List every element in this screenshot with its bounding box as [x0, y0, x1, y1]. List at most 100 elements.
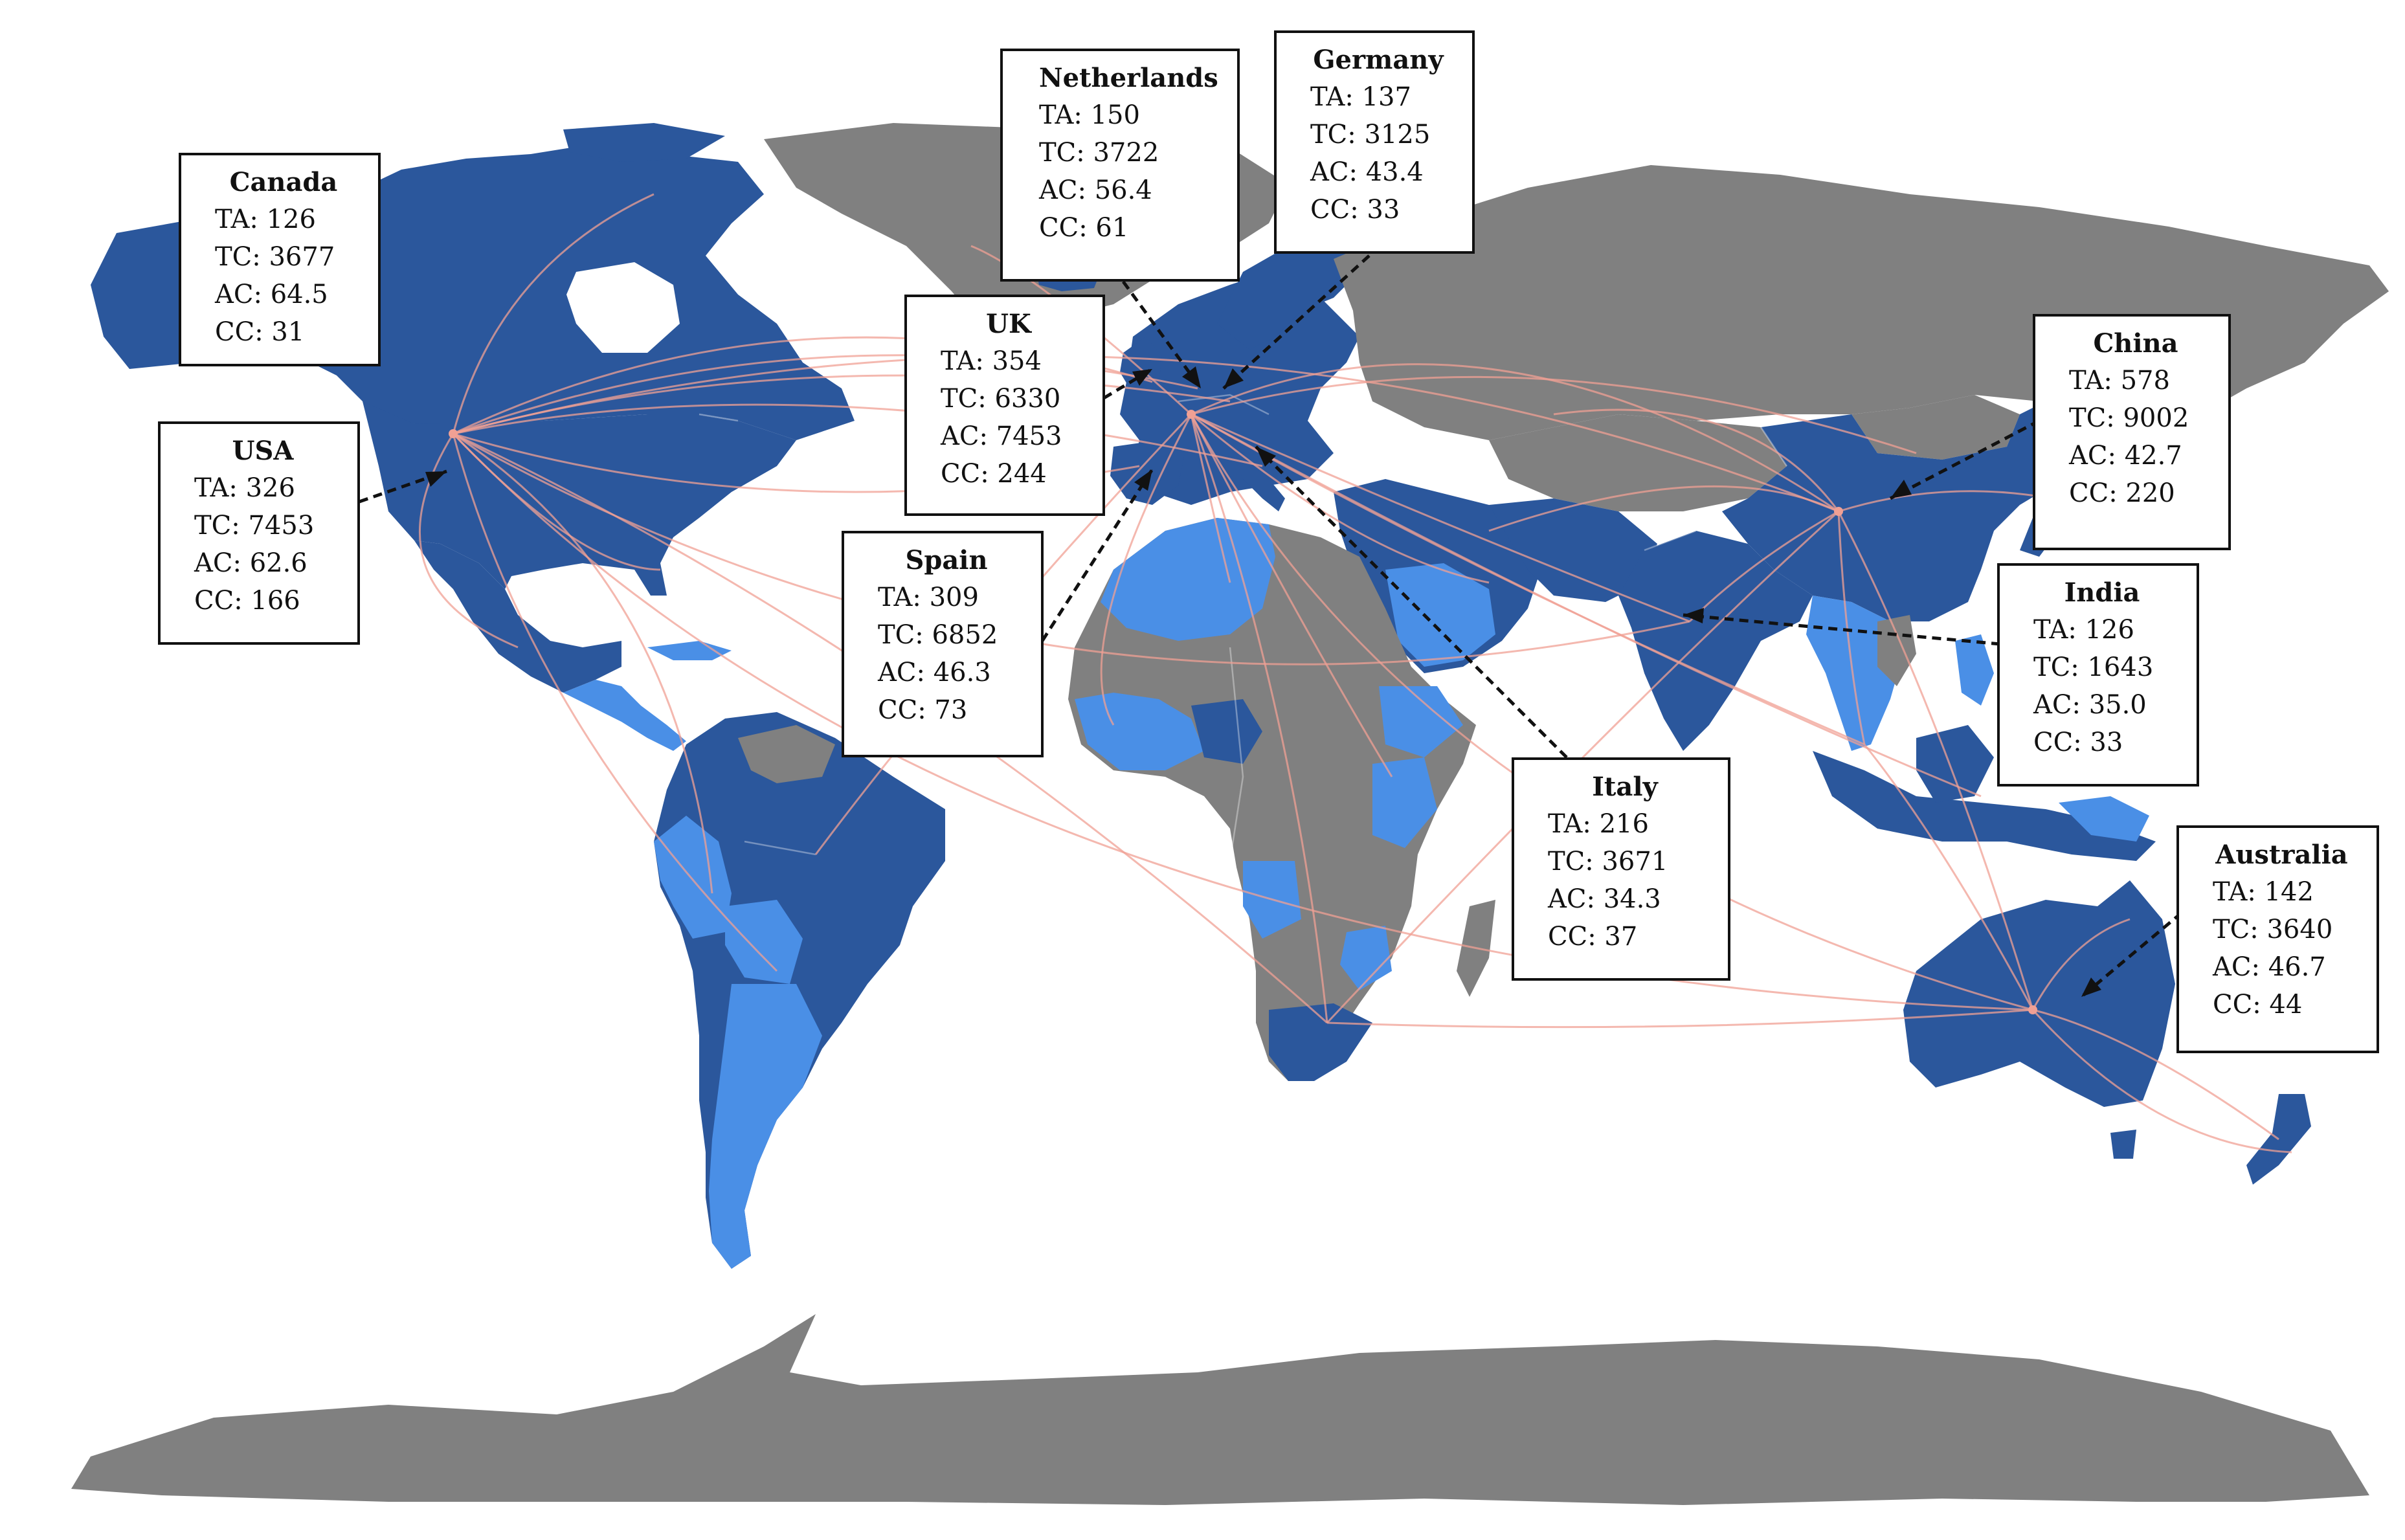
callout-spain: Spain TA: 309 TC: 6852 AC: 46.3 CC: 73	[842, 531, 1044, 757]
stat-tc: TC: 3722	[1039, 138, 1159, 168]
arrowhead-spain	[1134, 469, 1152, 491]
callout-spain-title: Spain	[905, 545, 988, 575]
pointer-spain	[1040, 468, 1154, 642]
region-antarctica	[71, 1314, 2369, 1505]
stat-ac: AC: 35.0	[2033, 690, 2147, 720]
region-borneo	[1916, 725, 1994, 803]
arrowhead-china	[1890, 480, 1912, 498]
stat-ac: AC: 43.4	[1310, 157, 1424, 187]
region-tasmania	[2110, 1130, 2136, 1159]
region-vietnam	[1877, 615, 1916, 686]
stat-cc: CC: 33	[2033, 728, 2123, 757]
region-tanzania	[1340, 926, 1392, 990]
pointer-netherlands	[1121, 280, 1203, 390]
collaboration-hubs	[449, 410, 2037, 1014]
stat-ta: TA: 137	[1310, 82, 1411, 112]
region-caribbean	[647, 641, 732, 660]
callout-usa: USA TA: 326 TC: 7453 AC: 62.6 CC: 166	[158, 421, 360, 645]
callout-usa-title: USA	[232, 436, 294, 466]
stat-ac: AC: 46.3	[878, 658, 991, 687]
stat-ta: TA: 142	[2213, 877, 2314, 907]
collaboration-links	[418, 193, 2292, 1154]
pointer-india	[1683, 613, 2001, 646]
hub-usa	[449, 429, 458, 438]
stat-cc: CC: 44	[2213, 990, 2303, 1020]
hub-europe	[1187, 410, 1196, 419]
stat-cc: CC: 61	[1039, 213, 1129, 243]
stat-tc: TC: 1643	[2033, 653, 2154, 682]
stat-ac: AC: 46.7	[2213, 952, 2326, 982]
stat-tc: TC: 3640	[2213, 915, 2333, 944]
country-borders	[699, 394, 1788, 862]
region-china	[1722, 395, 2110, 621]
stat-ta: TA: 150	[1039, 100, 1140, 130]
stat-ta: TA: 326	[194, 473, 295, 503]
stat-ac: AC: 34.3	[1548, 884, 1661, 914]
callout-italy-title: Italy	[1592, 772, 1658, 802]
pointer-china	[1889, 419, 2041, 500]
arrowhead-uk	[1132, 369, 1152, 386]
callout-canada-title: Canada	[229, 167, 338, 197]
stat-cc: CC: 73	[878, 695, 968, 725]
callout-germany-title: Germany	[1313, 45, 1444, 75]
region-new-guinea	[2059, 796, 2149, 842]
stat-tc: TC: 6330	[941, 384, 1061, 414]
callout-australia-title: Australia	[2215, 840, 2348, 870]
stat-tc: TC: 6852	[878, 620, 998, 650]
stat-ta: TA: 126	[2033, 615, 2134, 645]
region-nigeria	[1191, 699, 1262, 764]
stat-tc: TC: 3125	[1310, 120, 1431, 150]
region-guyanas	[738, 725, 835, 783]
stat-ta: TA: 354	[941, 346, 1042, 376]
region-australia	[1903, 880, 2175, 1107]
stat-cc: CC: 33	[1310, 195, 1400, 225]
stat-ac: AC: 62.6	[194, 548, 308, 578]
region-philippines	[1955, 634, 1994, 706]
region-argentina	[709, 984, 822, 1269]
stat-tc: TC: 9002	[2069, 403, 2189, 433]
callout-china-title: China	[2093, 328, 2178, 359]
region-indonesia	[1813, 751, 2156, 861]
callout-canada: Canada TA: 126 TC: 3677 AC: 64.5 CC: 31	[179, 153, 381, 366]
callout-australia: Australia TA: 142 TC: 3640 AC: 46.7 CC: …	[2176, 825, 2379, 1053]
region-ethiopia	[1379, 686, 1463, 757]
callout-pointers	[359, 254, 2183, 998]
pointer-germany	[1222, 254, 1370, 390]
region-east-africa	[1372, 757, 1437, 848]
region-europe	[1120, 272, 1359, 505]
callout-netherlands: Netherlands TA: 150 TC: 3722 AC: 56.4 CC…	[1000, 49, 1240, 282]
landmasses	[71, 123, 2389, 1505]
stat-ac: AC: 7453	[941, 421, 1062, 451]
callout-uk: UK TA: 354 TC: 6330 AC: 7453 CC: 244	[904, 295, 1105, 516]
callout-india-title: India	[2064, 577, 2140, 608]
stat-tc: TC: 7453	[194, 511, 315, 541]
region-peru	[654, 816, 732, 939]
stat-ac: AC: 56.4	[1039, 175, 1152, 205]
stat-ta: TA: 126	[215, 205, 316, 234]
stat-ta: TA: 216	[1548, 809, 1649, 839]
region-mongolia	[1851, 395, 2020, 460]
stat-ac: AC: 42.7	[2069, 441, 2182, 471]
stat-ac: AC: 64.5	[215, 280, 328, 309]
stat-cc: CC: 220	[2069, 478, 2175, 508]
hub-australia	[2028, 1005, 2037, 1014]
hub-china	[1834, 507, 1843, 516]
hudson-bay	[566, 262, 680, 353]
arrowhead-india	[1683, 608, 1704, 623]
region-iberia	[1110, 440, 1185, 505]
region-iran	[1489, 498, 1657, 602]
region-scandinavia	[1217, 246, 1359, 350]
callout-netherlands-title: Netherlands	[1039, 63, 1218, 93]
stat-tc: TC: 3677	[215, 242, 335, 272]
pointer-australia	[2080, 911, 2183, 998]
stat-tc: TC: 3671	[1548, 847, 1668, 876]
callout-china: China TA: 578 TC: 9002 AC: 42.7 CC: 220	[2033, 314, 2231, 550]
stat-ta: TA: 309	[878, 583, 979, 612]
stat-cc: CC: 31	[215, 317, 305, 347]
callout-germany: Germany TA: 137 TC: 3125 AC: 43.4 CC: 33	[1274, 30, 1475, 254]
arrowhead-italy	[1256, 447, 1276, 467]
region-north-africa	[1101, 518, 1275, 641]
arrowhead-germany	[1224, 368, 1244, 388]
region-central-america	[563, 680, 686, 751]
